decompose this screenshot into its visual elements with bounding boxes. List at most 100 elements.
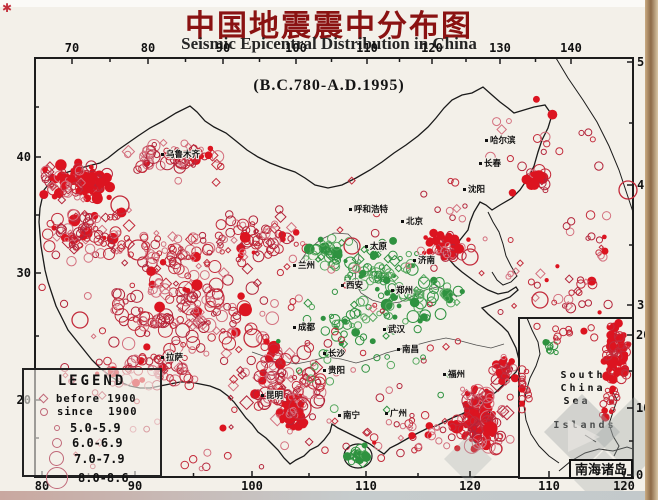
quake-marker-circle — [92, 214, 102, 224]
quake-marker-circle — [448, 423, 457, 432]
quake-marker-circle — [454, 243, 465, 254]
quake-marker-diamond — [252, 240, 263, 251]
quake-marker-circle — [613, 369, 621, 377]
quake-marker-circle — [235, 256, 242, 263]
quake-marker-circle — [151, 141, 157, 148]
city-label: 呼和浩特 — [354, 204, 389, 215]
quake-marker-circle — [492, 117, 502, 127]
axis-label: 80 — [35, 479, 49, 493]
quake-marker-circle — [609, 407, 616, 413]
quake-marker-circle — [130, 289, 144, 303]
quake-marker-diamond — [155, 354, 162, 361]
quake-marker-circle — [386, 324, 393, 331]
axis-label: 90 — [216, 41, 230, 55]
quake-marker-circle — [604, 387, 611, 394]
quake-marker-circle — [596, 251, 605, 260]
legend-magnitude-label: 8.0-8.6 — [78, 471, 129, 485]
quake-marker-circle — [293, 409, 299, 415]
quake-marker-diamond — [368, 303, 378, 314]
quake-marker-circle — [552, 325, 560, 333]
quake-marker-diamond — [360, 245, 368, 254]
city-label: 北京 — [406, 216, 424, 227]
city-label: 沈阳 — [468, 184, 485, 195]
quake-marker-circle — [143, 159, 151, 167]
quake-marker-circle — [215, 219, 227, 230]
quake-marker-circle — [349, 308, 361, 319]
city-marker — [161, 356, 164, 359]
quake-marker-circle — [154, 235, 161, 243]
quake-marker-circle — [70, 181, 83, 195]
city-label: 广州 — [390, 408, 407, 419]
quake-marker-circle — [413, 325, 422, 334]
city-label: 福州 — [447, 369, 465, 380]
quake-marker-circle — [229, 319, 237, 328]
quake-marker-circle — [417, 276, 431, 289]
quake-marker-diamond — [511, 302, 518, 309]
quake-marker-circle — [601, 413, 610, 422]
quake-marker-diamond — [252, 278, 262, 288]
quake-marker-circle — [168, 261, 182, 275]
quake-marker-circle — [251, 240, 260, 250]
quake-marker-diamond — [75, 177, 87, 189]
quake-marker-circle — [370, 228, 380, 238]
magnitude-circle-icon — [49, 451, 64, 466]
quake-marker-circle — [390, 292, 399, 301]
quake-marker-circle — [312, 385, 327, 400]
quake-marker-diamond — [314, 255, 322, 263]
quake-marker-circle — [343, 258, 348, 264]
quake-marker-circle — [67, 174, 76, 183]
city-label: 济南 — [418, 255, 436, 266]
quake-marker-circle — [578, 300, 586, 309]
quake-marker-circle — [215, 246, 223, 254]
quake-marker-circle — [517, 365, 527, 375]
quake-marker-circle — [584, 299, 593, 307]
quake-marker-circle — [323, 339, 333, 348]
quake-marker-circle — [507, 270, 514, 278]
quake-marker-circle — [291, 355, 300, 364]
quake-marker-circle — [252, 235, 264, 247]
quake-marker-circle — [223, 451, 232, 460]
quake-marker-circle — [396, 448, 405, 458]
quake-marker-circle — [41, 175, 50, 184]
quake-marker-circle — [138, 307, 144, 313]
quake-marker-circle — [470, 444, 477, 451]
quake-marker-circle — [555, 147, 564, 156]
quake-marker-circle — [359, 269, 367, 277]
inset-coastline — [608, 389, 620, 457]
quake-marker-circle — [444, 242, 451, 249]
quake-marker-circle — [284, 417, 291, 424]
quake-marker-circle — [553, 349, 559, 356]
quake-marker-circle — [459, 288, 465, 295]
quake-marker-circle — [272, 386, 278, 392]
quake-marker-circle — [208, 277, 224, 293]
quake-marker-circle — [277, 368, 287, 378]
axis-label: 40 — [17, 150, 31, 164]
city-marker — [293, 264, 296, 267]
quake-marker-diamond — [227, 394, 234, 401]
quake-marker-circle — [276, 268, 285, 277]
axis-label: 70 — [65, 41, 79, 55]
quake-marker-circle — [372, 440, 377, 445]
legend-row-mag-7: 7.0-7.9 — [46, 451, 160, 466]
quake-marker-circle — [166, 250, 178, 262]
quake-marker-circle — [273, 397, 282, 406]
quake-marker-circle — [390, 329, 396, 335]
quake-marker-circle — [295, 367, 303, 374]
quake-marker-circle — [121, 336, 136, 351]
quake-marker-circle — [590, 333, 599, 342]
quake-marker-circle — [303, 342, 315, 353]
quake-marker-circle — [420, 313, 428, 321]
quake-marker-circle — [141, 241, 151, 251]
quake-marker-circle — [449, 234, 460, 245]
quake-marker-circle — [239, 221, 247, 229]
quake-marker-circle — [111, 303, 124, 316]
quake-marker-circle — [207, 333, 216, 342]
quake-marker-diamond — [236, 365, 245, 375]
quake-marker-circle — [308, 303, 316, 311]
quake-marker-circle — [439, 233, 446, 240]
quake-marker-circle — [264, 360, 280, 376]
quake-marker-circle — [84, 213, 93, 221]
quake-marker-circle — [377, 454, 386, 462]
quake-marker-circle — [193, 147, 203, 158]
